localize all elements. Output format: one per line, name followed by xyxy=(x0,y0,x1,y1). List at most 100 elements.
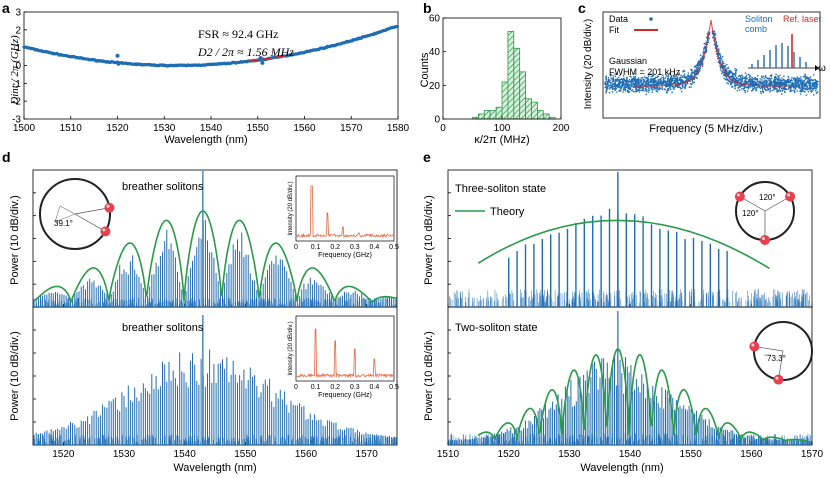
panel-c-point xyxy=(763,77,765,80)
panel-a-d2: D2 / 2π ≈ 1.56 MHz xyxy=(197,45,294,59)
panel-c-point xyxy=(629,75,631,78)
panel-c-point xyxy=(746,82,749,84)
panel-c-point xyxy=(628,91,631,93)
panel-d-inset-xtick-label: 0.2 xyxy=(330,384,340,391)
panel-c-point xyxy=(795,78,797,80)
panel-b-bar xyxy=(519,71,527,120)
panel-c-point xyxy=(697,62,699,65)
panel-c-point xyxy=(669,87,671,89)
panel-c-point xyxy=(714,34,716,37)
panel-c-point xyxy=(747,87,750,90)
panel-a-ytick-label: -1 xyxy=(12,79,21,90)
panel-c-point xyxy=(644,89,646,92)
panel-c-point xyxy=(662,78,665,80)
panel-c-point xyxy=(680,74,682,77)
panel-c-point xyxy=(758,86,760,89)
panel-c-point xyxy=(640,80,643,83)
panel-c-point xyxy=(773,87,775,90)
panel-c-point xyxy=(678,74,680,76)
panel-c-point xyxy=(606,84,608,87)
panel-c-point xyxy=(812,87,814,90)
panel-c-point xyxy=(790,79,792,81)
panel-c-point xyxy=(668,79,671,81)
panel-c-point xyxy=(680,78,683,81)
panel-c-point xyxy=(695,69,698,72)
panel-c-point xyxy=(747,73,750,76)
panel-c-point xyxy=(776,78,779,81)
panel-c-point xyxy=(657,82,659,85)
panel-c-point xyxy=(670,75,672,77)
panel-c-point xyxy=(721,60,724,63)
panel-c-point xyxy=(627,81,630,83)
panel-c-point xyxy=(796,82,798,84)
panel-label-b: b xyxy=(423,0,432,16)
panel-c-point xyxy=(684,87,686,90)
panel-c-point xyxy=(808,84,811,86)
panel-c-point xyxy=(659,81,661,84)
panel-c-point xyxy=(622,91,624,93)
panel-c-point xyxy=(739,78,741,81)
panel-c-point xyxy=(781,77,783,79)
panel-c-point xyxy=(754,82,757,85)
panel-c-point xyxy=(614,73,616,75)
panel-c-point xyxy=(731,82,734,84)
panel-c-point xyxy=(682,71,684,73)
panel-c-point xyxy=(605,78,608,81)
panel-c-point xyxy=(648,87,650,90)
panel-c-point xyxy=(730,82,733,85)
panel-a-ytick-label: 2 xyxy=(15,25,21,36)
panel-c-point xyxy=(645,90,648,92)
panel-c-point xyxy=(756,86,758,89)
panel-c-point xyxy=(802,76,805,78)
panel-c-point xyxy=(777,84,780,86)
panel-c-point xyxy=(640,89,643,92)
panel-c-point xyxy=(754,89,757,91)
panel-e-bottom-xtick-label: 1560 xyxy=(740,449,763,460)
panel-c-point xyxy=(792,86,795,89)
panel-c-point xyxy=(665,75,668,78)
panel-c-point xyxy=(721,70,723,73)
panel-c-point xyxy=(625,83,627,85)
panel-c-point xyxy=(734,67,736,70)
panel-c-point xyxy=(799,81,802,83)
panel-c-point xyxy=(738,89,741,91)
panel-c-point xyxy=(749,75,752,78)
panel-c-point xyxy=(616,73,618,76)
panel-c-point xyxy=(751,85,754,88)
panel-c-point xyxy=(666,80,669,83)
panel-c-point xyxy=(629,80,631,82)
panel-c-point xyxy=(791,85,793,87)
panel-c-point xyxy=(790,86,792,89)
panel-c-point xyxy=(750,78,753,81)
panel-d-angle: 39.1° xyxy=(54,219,73,228)
panel-c-point xyxy=(687,72,690,74)
panel-c-point xyxy=(630,85,632,88)
panel-c-point xyxy=(647,89,650,91)
panel-c-point xyxy=(613,85,615,88)
panel-c-point xyxy=(683,76,686,79)
panel-c-point xyxy=(734,83,736,85)
panel-c-point xyxy=(605,76,607,78)
panel-label-a: a xyxy=(2,0,10,16)
panel-c-point xyxy=(604,83,607,86)
panel-c-point xyxy=(734,69,737,72)
panel-c-point xyxy=(687,75,689,77)
panel-c-point xyxy=(817,80,819,83)
panel-c-point xyxy=(651,87,654,89)
panel-c-point xyxy=(813,81,816,84)
panel-c-point xyxy=(751,78,754,81)
panel-c-point xyxy=(704,43,707,46)
panel-d-inset-xtick-label: 0.2 xyxy=(330,244,340,251)
panel-c-point xyxy=(761,79,763,81)
panel-c-point xyxy=(737,87,739,89)
panel-c-point xyxy=(800,89,803,91)
panel-c-point xyxy=(650,87,652,90)
panel-c-point xyxy=(794,87,797,89)
panel-c-point xyxy=(769,78,771,81)
panel-c-point xyxy=(799,93,802,95)
panel-c-point xyxy=(612,75,614,77)
panel-c-point xyxy=(797,81,799,84)
panel-c-point xyxy=(605,85,607,88)
panel-d-inset-ylabel: Intensity (20 dB/div.) xyxy=(288,321,294,375)
panel-c-point xyxy=(715,42,718,44)
